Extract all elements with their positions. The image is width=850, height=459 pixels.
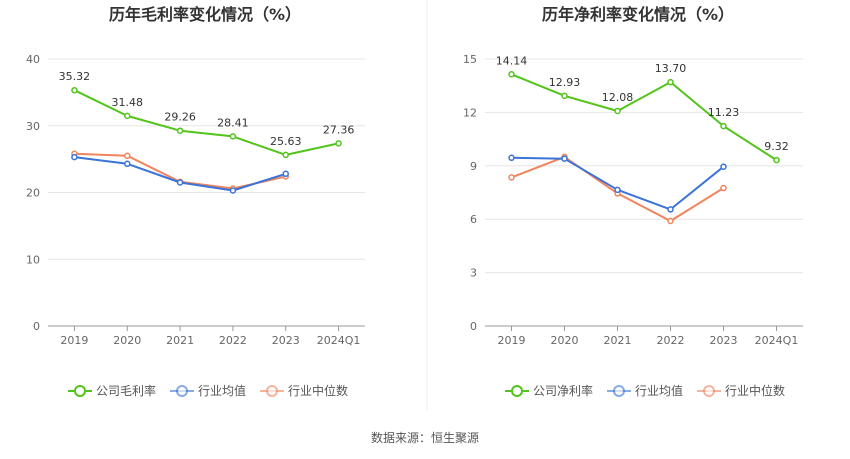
- data-source: 数据来源：恒生聚源: [371, 430, 479, 445]
- data-label: 12.93: [549, 76, 581, 89]
- series-line: [73, 89, 339, 156]
- legend-label: 行业中位数: [288, 383, 348, 398]
- data-point: [71, 153, 78, 161]
- legend-marker: [266, 385, 278, 397]
- data-point: [229, 187, 237, 194]
- data-label: 25.63: [270, 135, 302, 148]
- legend-marker: [511, 385, 523, 397]
- x-tick-label: 2019: [498, 334, 526, 347]
- y-tick-label: 6: [470, 213, 477, 226]
- data-point: [124, 112, 131, 120]
- y-tick-label: 40: [26, 53, 40, 66]
- data-point: [720, 163, 727, 170]
- legend-item[interactable]: 行业均值: [607, 383, 683, 398]
- data-point: [282, 151, 289, 159]
- x-tick-label: 2020: [551, 334, 579, 347]
- data-point: [508, 154, 515, 162]
- data-point: [720, 122, 727, 130]
- data-point: [508, 71, 515, 78]
- chart-title: 历年净利率变化情况（%）: [542, 5, 734, 24]
- y-tick-label: 15: [463, 53, 477, 66]
- data-label: 12.08: [602, 91, 634, 104]
- data-label: 13.70: [655, 62, 687, 75]
- legend-marker: [176, 385, 188, 397]
- data-point: [124, 160, 131, 168]
- data-point: [176, 127, 184, 134]
- y-tick-label: 12: [463, 106, 477, 119]
- y-tick-label: 3: [470, 267, 477, 280]
- x-tick-label: 2024Q1: [755, 334, 799, 347]
- legend-label: 公司净利率: [533, 383, 593, 398]
- data-point: [335, 140, 342, 147]
- x-tick-label: 2020: [113, 334, 141, 347]
- data-label: 35.32: [59, 70, 91, 83]
- x-tick-label: 2022: [219, 334, 247, 347]
- data-point: [561, 92, 568, 100]
- data-point: [667, 206, 674, 213]
- y-tick-label: 0: [470, 320, 477, 333]
- data-point: [561, 155, 568, 162]
- data-point: [176, 179, 184, 186]
- x-tick-label: 2024Q1: [317, 334, 361, 347]
- x-tick-label: 2023: [272, 334, 300, 347]
- x-tick-label: 2019: [60, 334, 88, 347]
- y-tick-label: 0: [33, 320, 40, 333]
- data-point: [229, 133, 237, 140]
- y-tick-label: 9: [470, 160, 477, 173]
- legend-marker: [703, 385, 715, 397]
- chart-title: 历年毛利率变化情况（%）: [109, 5, 301, 24]
- data-label: 28.41: [217, 116, 249, 129]
- data-point: [71, 86, 78, 94]
- gross-margin-chart: 历年毛利率变化情况（%） 0 10 20 30 40 2019 2020 2021 2022 202…: [26, 5, 365, 398]
- data-label: 31.48: [112, 96, 144, 109]
- legend-item[interactable]: 行业均值: [170, 383, 246, 398]
- data-point: [614, 186, 621, 194]
- data-label: 29.26: [164, 111, 196, 124]
- x-tick-label: 2021: [604, 334, 632, 347]
- legend-label: 行业中位数: [725, 383, 785, 398]
- legend-label: 行业均值: [635, 383, 683, 398]
- legend-item[interactable]: 公司净利率: [505, 383, 593, 398]
- y-tick-label: 20: [26, 187, 40, 200]
- data-label: 11.23: [708, 106, 740, 119]
- data-point: [508, 174, 515, 181]
- net-margin-chart: 历年净利率变化情况（%） 0 3 6 9 12 15 2019 2020 2021 2022 2023…: [463, 5, 803, 398]
- data-point: [614, 107, 621, 115]
- data-point: [773, 156, 780, 164]
- data-point: [282, 170, 289, 178]
- data-label: 9.32: [764, 140, 789, 153]
- x-tick-label: 2021: [166, 334, 194, 347]
- data-label: 27.36: [323, 123, 355, 136]
- y-tick-label: 10: [26, 253, 40, 266]
- legend-marker: [613, 385, 625, 397]
- x-tick-label: 2023: [710, 334, 738, 347]
- legend-label: 行业均值: [198, 383, 246, 398]
- x-tick-label: 2022: [657, 334, 685, 347]
- legend-marker: [74, 385, 86, 397]
- data-point: [124, 152, 131, 160]
- data-point: [667, 217, 674, 225]
- legend-label: 公司毛利率: [96, 383, 156, 398]
- data-label: 14.14: [496, 54, 528, 67]
- legend-item[interactable]: 行业中位数: [697, 383, 785, 398]
- y-tick-label: 30: [26, 120, 40, 133]
- data-point: [720, 184, 727, 192]
- legend-item[interactable]: 公司毛利率: [68, 383, 156, 398]
- legend-item[interactable]: 行业中位数: [260, 383, 348, 398]
- series-line: [511, 73, 778, 161]
- data-point: [667, 78, 674, 86]
